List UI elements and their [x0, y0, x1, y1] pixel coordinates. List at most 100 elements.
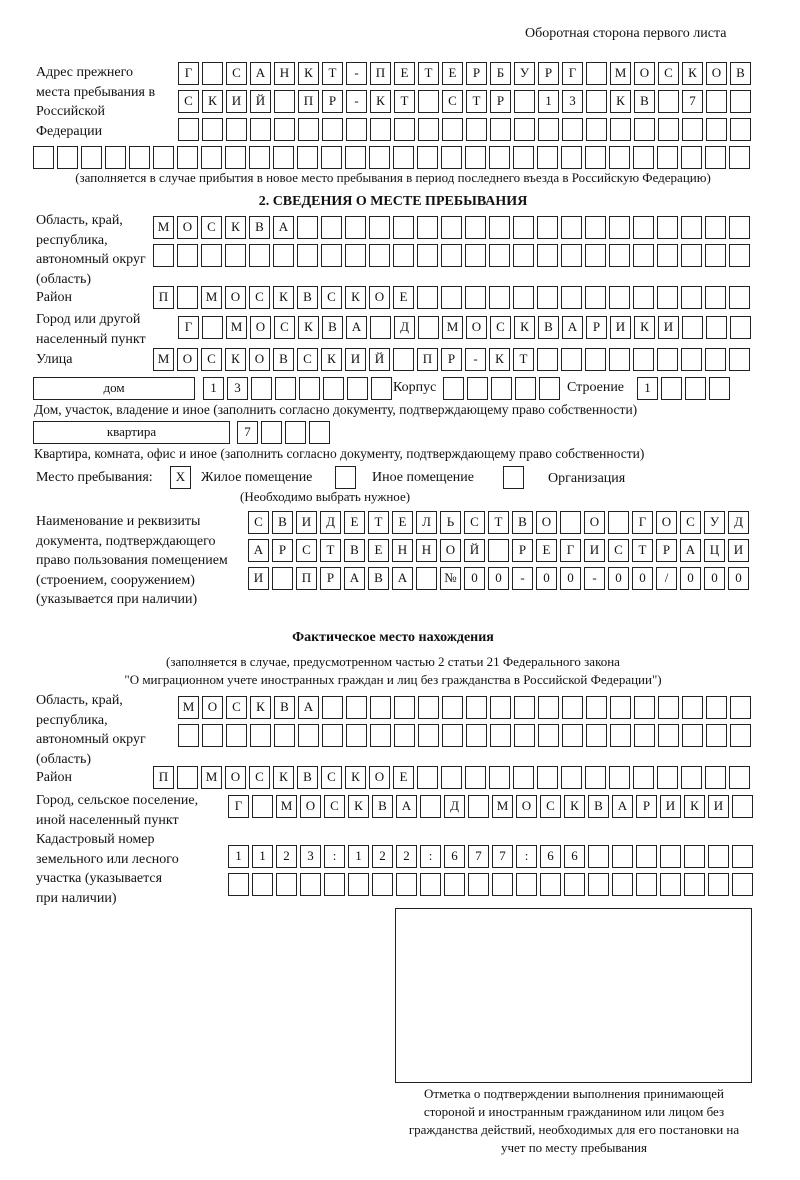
letter-cell[interactable] — [612, 873, 633, 896]
letter-cell[interactable] — [444, 873, 465, 896]
letter-cell[interactable]: О — [369, 766, 390, 789]
letter-cell[interactable] — [465, 766, 486, 789]
letter-cell[interactable]: Й — [250, 90, 271, 113]
letter-cell[interactable]: В — [297, 286, 318, 309]
letter-cell[interactable] — [609, 766, 630, 789]
letter-cell[interactable]: 7 — [237, 421, 258, 444]
letter-cell[interactable]: 6 — [540, 845, 561, 868]
letter-cell[interactable] — [250, 724, 271, 747]
letter-cell[interactable] — [586, 118, 607, 141]
letter-cell[interactable] — [345, 216, 366, 239]
letter-cell[interactable] — [489, 766, 510, 789]
letter-cell[interactable] — [226, 118, 247, 141]
letter-cell[interactable] — [538, 118, 559, 141]
letter-cell[interactable]: М — [153, 216, 174, 239]
letter-cell[interactable] — [537, 348, 558, 371]
letter-cell[interactable]: 6 — [444, 845, 465, 868]
letter-cell[interactable] — [681, 348, 702, 371]
letter-cell[interactable]: О — [584, 511, 605, 534]
letter-cell[interactable]: 1 — [348, 845, 369, 868]
building-row[interactable]: 1 — [637, 377, 733, 400]
letter-cell[interactable] — [682, 118, 703, 141]
letter-cell[interactable]: Е — [394, 62, 415, 85]
korpus-row[interactable] — [443, 377, 563, 400]
letter-cell[interactable]: А — [396, 795, 417, 818]
letter-cell[interactable] — [417, 244, 438, 267]
letter-cell[interactable]: Г — [560, 539, 581, 562]
letter-cell[interactable]: 0 — [464, 567, 485, 590]
letter-cell[interactable]: А — [248, 539, 269, 562]
letter-cell[interactable] — [393, 146, 414, 169]
letter-cell[interactable] — [634, 118, 655, 141]
letter-cell[interactable] — [178, 724, 199, 747]
letter-cell[interactable]: Т — [466, 90, 487, 113]
letter-cell[interactable] — [177, 766, 198, 789]
letter-cell[interactable]: В — [372, 795, 393, 818]
letter-cell[interactable]: М — [178, 696, 199, 719]
letter-cell[interactable] — [657, 146, 678, 169]
letter-cell[interactable]: И — [584, 539, 605, 562]
letter-cell[interactable] — [636, 873, 657, 896]
letter-cell[interactable] — [396, 873, 417, 896]
letter-cell[interactable]: К — [345, 286, 366, 309]
letter-cell[interactable]: 0 — [560, 567, 581, 590]
letter-cell[interactable] — [261, 421, 282, 444]
letter-cell[interactable]: Р — [322, 90, 343, 113]
option-other-checkbox[interactable] — [335, 466, 356, 489]
letter-cell[interactable] — [322, 724, 343, 747]
letter-cell[interactable] — [276, 873, 297, 896]
letter-cell[interactable]: К — [225, 348, 246, 371]
letter-cell[interactable]: И — [610, 316, 631, 339]
letter-cell[interactable]: С — [321, 286, 342, 309]
letter-cell[interactable]: Т — [394, 90, 415, 113]
letter-cell[interactable]: У — [514, 62, 535, 85]
letter-cell[interactable]: В — [249, 216, 270, 239]
letter-cell[interactable] — [585, 216, 606, 239]
letter-cell[interactable]: В — [512, 511, 533, 534]
letter-cell[interactable]: В — [273, 348, 294, 371]
letter-cell[interactable]: С — [226, 62, 247, 85]
letter-cell[interactable]: И — [296, 511, 317, 534]
letter-cell[interactable]: М — [201, 286, 222, 309]
letter-cell[interactable] — [153, 244, 174, 267]
letter-cell[interactable] — [633, 146, 654, 169]
letter-cell[interactable]: Й — [369, 348, 390, 371]
letter-cell[interactable] — [657, 244, 678, 267]
letter-cell[interactable] — [708, 873, 729, 896]
letter-cell[interactable] — [466, 724, 487, 747]
letter-cell[interactable]: Н — [392, 539, 413, 562]
letter-cell[interactable]: 7 — [492, 845, 513, 868]
letter-cell[interactable]: 1 — [228, 845, 249, 868]
letter-cell[interactable] — [250, 118, 271, 141]
letter-cell[interactable] — [252, 873, 273, 896]
letter-cell[interactable] — [588, 845, 609, 868]
letter-cell[interactable] — [465, 244, 486, 267]
letter-cell[interactable]: О — [177, 216, 198, 239]
letter-cell[interactable] — [178, 118, 199, 141]
letter-cell[interactable] — [561, 146, 582, 169]
letter-cell[interactable] — [252, 795, 273, 818]
letter-cell[interactable] — [658, 90, 679, 113]
letter-cell[interactable] — [537, 766, 558, 789]
letter-cell[interactable] — [729, 348, 750, 371]
letter-cell[interactable]: В — [272, 511, 293, 534]
letter-cell[interactable] — [540, 873, 561, 896]
letter-cell[interactable]: Й — [464, 539, 485, 562]
letter-cell[interactable] — [273, 244, 294, 267]
letter-cell[interactable] — [297, 146, 318, 169]
letter-cell[interactable] — [537, 244, 558, 267]
letter-cell[interactable]: О — [369, 286, 390, 309]
letter-cell[interactable] — [226, 724, 247, 747]
letter-cell[interactable] — [561, 286, 582, 309]
letter-cell[interactable]: 1 — [637, 377, 658, 400]
letter-cell[interactable]: В — [588, 795, 609, 818]
letter-cell[interactable] — [489, 286, 510, 309]
letter-cell[interactable] — [705, 766, 726, 789]
letter-cell[interactable]: Е — [442, 62, 463, 85]
letter-cell[interactable] — [81, 146, 102, 169]
letter-cell[interactable] — [539, 377, 560, 400]
